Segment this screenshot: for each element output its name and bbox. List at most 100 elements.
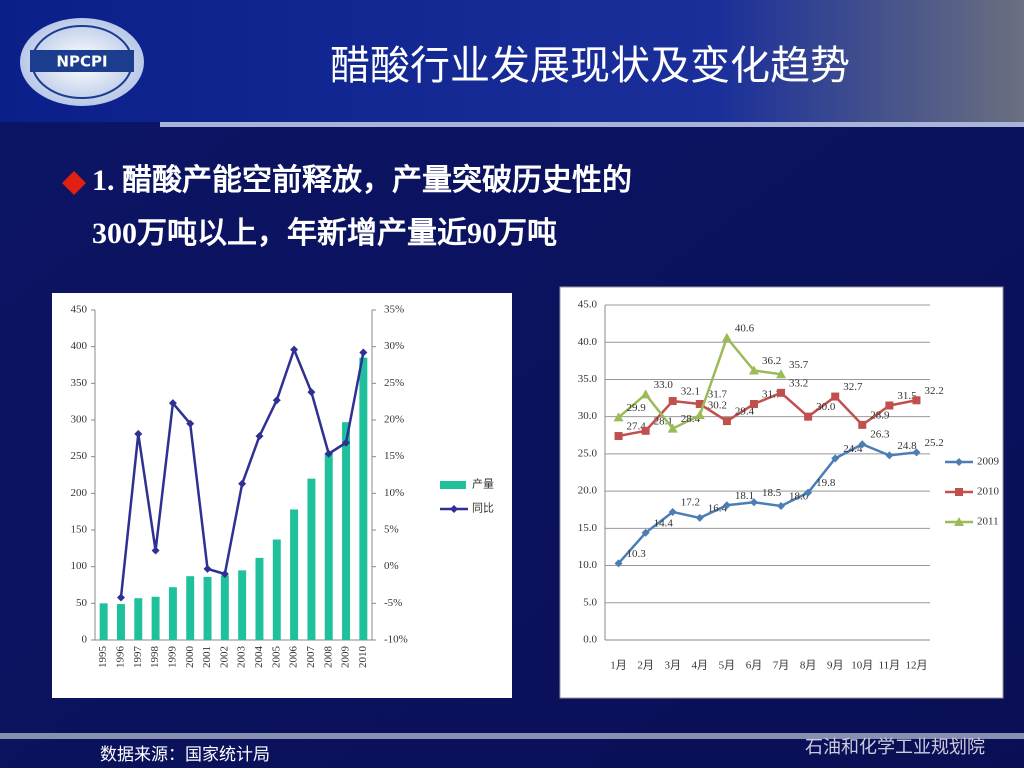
legend-marker [955, 458, 963, 466]
y-tick-label: 100 [71, 560, 88, 572]
point [695, 513, 704, 522]
bar [151, 596, 160, 640]
data-label: 30.2 [708, 400, 727, 412]
point [342, 438, 351, 447]
bar [238, 570, 247, 640]
x-tick-label: 1999 [166, 646, 178, 669]
bullet-line: 1. 醋酸产能空前释放，产量突破历史性的 [92, 163, 632, 197]
point [722, 501, 731, 510]
point [722, 417, 731, 426]
point [776, 369, 787, 379]
x-tick-label: 10月 [851, 660, 873, 672]
bar [290, 509, 299, 640]
y-tick-label: 450 [71, 304, 88, 316]
bar [342, 422, 351, 640]
y-tick-label: 15.0 [578, 522, 598, 534]
y-tick-label: 35.0 [578, 373, 598, 385]
legend-marker [954, 517, 964, 526]
legend-label: 2010 [977, 486, 1000, 498]
bar [168, 587, 177, 640]
point [804, 412, 813, 421]
x-tick-label: 2010 [357, 646, 369, 669]
point [912, 448, 921, 457]
y-tick-label: 0.0 [583, 634, 597, 646]
bar [272, 539, 281, 640]
point [151, 546, 160, 555]
slide-title: 醋酸行业发展现状及变化趋势 [330, 43, 850, 89]
data-label: 24.4 [843, 443, 863, 455]
x-tick-label: 1月 [610, 660, 627, 672]
legend-label: 2009 [977, 456, 1000, 468]
legend-marker [955, 488, 963, 496]
y2-tick-label: 30% [384, 340, 404, 352]
logo-text: NPCPI [56, 53, 107, 71]
data-label: 17.2 [681, 496, 700, 508]
x-tick-label: 1997 [132, 646, 144, 669]
data-label: 40.6 [735, 322, 755, 334]
x-tick-label: 6月 [746, 660, 763, 672]
y-tick-label: 30.0 [578, 410, 598, 422]
bar [99, 603, 108, 640]
bar [255, 557, 264, 640]
data-label: 26.3 [870, 429, 890, 441]
bullet-icon [62, 171, 86, 195]
y-tick-label: 0 [82, 634, 88, 646]
data-label: 18.0 [789, 491, 809, 503]
y-tick-label: 10.0 [578, 559, 598, 571]
point [307, 388, 316, 397]
x-tick-label: 12月 [905, 660, 927, 672]
point [290, 345, 299, 354]
chart-panel [559, 286, 1004, 699]
x-tick-label: 2008 [322, 646, 334, 669]
title-rule [160, 122, 1024, 127]
y2-tick-label: 10% [384, 487, 404, 499]
data-label: 18.5 [762, 487, 782, 499]
legend-label: 2011 [977, 516, 999, 528]
point [614, 559, 623, 568]
footer-rule [0, 733, 1024, 739]
point [912, 396, 921, 405]
bar [186, 576, 195, 640]
data-label: 30.0 [816, 401, 836, 413]
point [168, 399, 177, 408]
legend-label: 产量 [472, 477, 494, 491]
point [858, 440, 867, 449]
point [885, 401, 894, 410]
data-label: 16.4 [708, 502, 728, 514]
x-tick-label: 3月 [664, 660, 681, 672]
point [748, 365, 759, 375]
point [641, 528, 650, 537]
x-tick-label: 2006 [288, 646, 300, 669]
y2-tick-label: 25% [384, 377, 404, 389]
y2-tick-label: -5% [384, 597, 402, 609]
series-line [618, 391, 917, 438]
x-tick-label: 9月 [827, 660, 844, 672]
footer-source: 数据来源：国家统计局 [100, 745, 270, 765]
point [695, 400, 704, 409]
point [116, 593, 125, 602]
y-tick-label: 400 [71, 340, 88, 352]
footer-org: 石油和化学工业规划院 [805, 737, 985, 757]
x-tick-label: 2002 [218, 646, 230, 668]
x-tick-label: 1995 [97, 646, 109, 669]
point [831, 392, 840, 401]
x-tick-label: 1998 [149, 646, 161, 669]
data-label: 25.2 [924, 437, 943, 449]
data-label: 32.1 [681, 386, 700, 398]
data-label: 24.8 [897, 440, 917, 452]
point [721, 332, 732, 342]
y2-tick-label: 5% [384, 524, 399, 536]
bar [359, 357, 368, 640]
x-tick-label: 11月 [879, 660, 901, 672]
legend-label: 同比 [472, 502, 494, 515]
x-tick-label: 2007 [305, 646, 317, 669]
point [324, 449, 333, 458]
bar [220, 575, 229, 640]
y-tick-label: 5.0 [583, 596, 597, 608]
y-tick-label: 300 [71, 414, 88, 426]
series-line [617, 442, 917, 565]
x-tick-label: 2001 [201, 646, 213, 668]
y-tick-label: 20.0 [578, 485, 598, 497]
logo-bar [30, 50, 134, 72]
data-label: 19.8 [816, 477, 836, 489]
